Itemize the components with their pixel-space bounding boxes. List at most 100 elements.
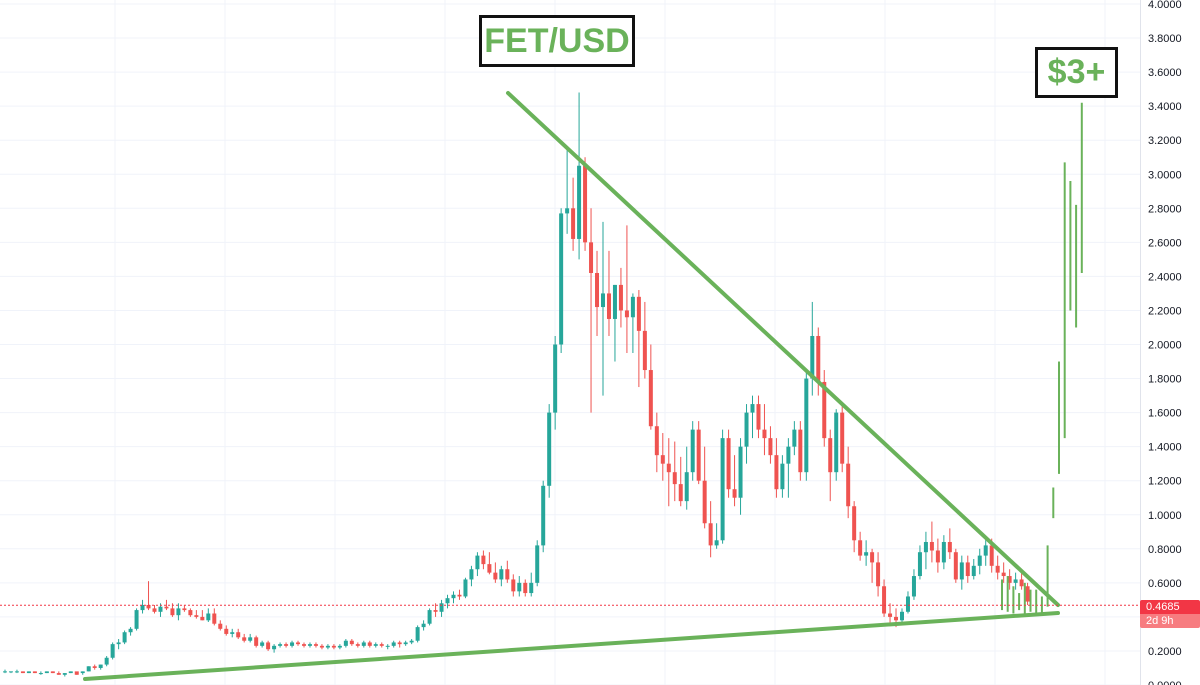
candle-body: [798, 429, 803, 473]
candle-body: [606, 293, 611, 319]
candle-body: [403, 642, 408, 645]
candle: [182, 604, 187, 612]
candle-body: [391, 642, 396, 646]
y-tick-label: 1.8000: [1148, 374, 1182, 386]
candle-body: [511, 579, 516, 592]
candle: [343, 639, 348, 648]
candle-body: [373, 644, 378, 646]
candle: [14, 669, 19, 674]
y-tick-label: 2.8000: [1148, 203, 1182, 215]
y-tick-label: 1.2000: [1148, 476, 1182, 488]
candle-body: [894, 616, 899, 621]
chart-title: FET/USD: [479, 15, 635, 67]
y-tick-label: 3.8000: [1148, 33, 1182, 45]
candle-body: [230, 632, 235, 634]
candle: [200, 610, 205, 621]
candle: [38, 671, 43, 675]
candle: [302, 642, 306, 648]
candle-body: [624, 310, 629, 318]
candle-body: [744, 412, 749, 447]
candle: [864, 540, 869, 566]
candle-body: [780, 463, 785, 490]
candle-body: [792, 429, 797, 447]
candle: [272, 644, 277, 653]
candle-body: [439, 603, 444, 612]
candle-body: [421, 623, 426, 628]
candle: [678, 456, 683, 507]
candle-body: [977, 555, 982, 566]
candle-body: [242, 637, 247, 641]
candle: [1007, 569, 1012, 590]
candle: [840, 404, 845, 473]
candle: [744, 404, 749, 464]
candle-body: [122, 632, 127, 643]
candle: [858, 531, 863, 561]
candle: [439, 599, 444, 617]
candle-body: [523, 582, 528, 594]
candle-body: [983, 545, 988, 556]
candle: [397, 640, 402, 648]
candle: [331, 644, 336, 650]
candle: [296, 640, 301, 646]
candle: [654, 412, 659, 473]
y-tick-label: 4.0000: [1148, 0, 1182, 11]
candle: [361, 640, 366, 648]
y-tick-label: 0.2000: [1148, 646, 1182, 658]
candle-body: [571, 208, 576, 239]
candle: [535, 540, 540, 587]
candle-body: [768, 438, 773, 456]
candle: [941, 535, 946, 570]
candle: [601, 221, 605, 396]
candle: [971, 559, 976, 580]
candle-body: [672, 472, 677, 485]
candle-body: [50, 671, 55, 674]
candle-body: [272, 645, 277, 650]
candle-body: [678, 484, 683, 502]
candle: [720, 429, 725, 544]
y-tick-label: 1.6000: [1148, 408, 1182, 420]
y-tick-label: 0.8000: [1148, 544, 1182, 556]
candle-body: [1001, 572, 1006, 577]
triangle-trendlines: [83, 91, 1060, 681]
candle-body: [182, 608, 187, 611]
candle: [583, 157, 588, 251]
candle: [385, 644, 390, 650]
candle-body: [104, 657, 109, 665]
candle: [977, 548, 982, 575]
candle: [8, 671, 13, 674]
candle-body: [648, 370, 653, 427]
candle-body: [152, 608, 157, 612]
candle-body: [212, 613, 217, 624]
candle-body: [595, 272, 600, 308]
candle-body: [290, 642, 295, 646]
price-axis[interactable]: 4.0000 3.8000 3.6000 3.4000 3.2000 3.0000 2.80…: [1140, 0, 1182, 685]
candle: [307, 642, 312, 648]
candle: [672, 441, 677, 502]
candle-body: [385, 645, 390, 647]
candle: [888, 603, 893, 624]
candle-body: [929, 541, 934, 551]
candle-body: [565, 208, 570, 214]
candle-body: [194, 615, 199, 617]
candle: [254, 635, 259, 648]
candlestick-series: [3, 92, 1030, 677]
candle: [630, 293, 635, 354]
candle: [20, 671, 25, 674]
candle-body: [3, 671, 7, 673]
candle-body: [738, 446, 743, 498]
candle: [905, 591, 910, 614]
candle-body: [888, 613, 893, 617]
candle: [995, 555, 1000, 580]
candle-body: [260, 642, 265, 646]
candle: [415, 625, 420, 643]
candle-body: [828, 438, 833, 473]
candle: [116, 639, 121, 650]
candle-body: [911, 576, 916, 597]
candle: [505, 560, 510, 583]
candle-body: [248, 637, 253, 641]
candle: [355, 642, 360, 648]
candle: [708, 501, 713, 558]
candle: [828, 429, 833, 502]
candle: [900, 608, 904, 624]
